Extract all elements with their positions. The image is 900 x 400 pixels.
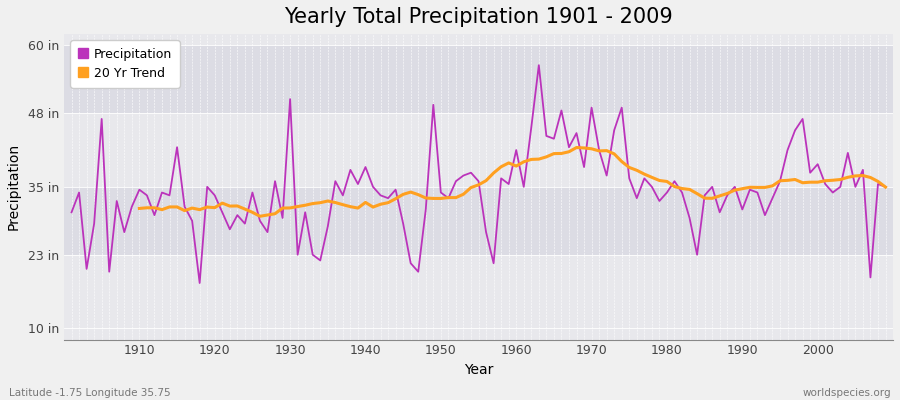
Bar [64,328,893,340]
Bar [64,45,893,113]
Text: Latitude -1.75 Longitude 35.75: Latitude -1.75 Longitude 35.75 [9,388,171,398]
Y-axis label: Precipitation: Precipitation [7,143,21,230]
Bar [64,187,893,255]
Bar [64,34,893,45]
X-axis label: Year: Year [464,363,493,377]
Title: Yearly Total Precipitation 1901 - 2009: Yearly Total Precipitation 1901 - 2009 [284,7,673,27]
Text: worldspecies.org: worldspecies.org [803,388,891,398]
Legend: Precipitation, 20 Yr Trend: Precipitation, 20 Yr Trend [70,40,180,88]
Bar [64,255,893,328]
Bar [64,113,893,187]
